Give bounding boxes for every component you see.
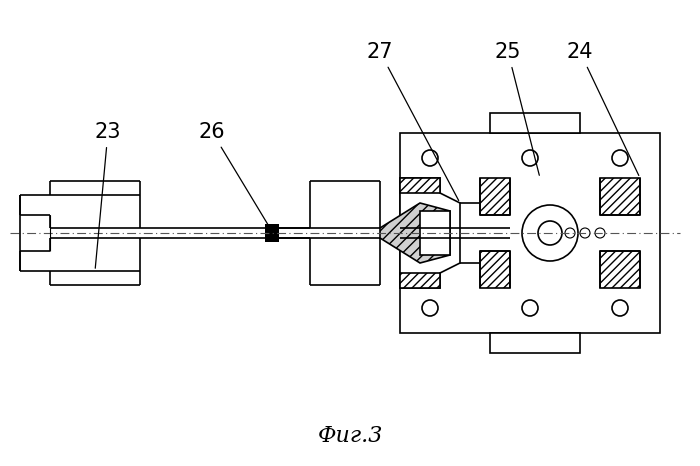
- Circle shape: [565, 228, 575, 238]
- Bar: [490, 333, 580, 353]
- Circle shape: [580, 228, 590, 238]
- Polygon shape: [480, 178, 510, 215]
- Text: 25: 25: [495, 42, 539, 175]
- Bar: [265, 224, 279, 242]
- Bar: [400, 133, 660, 333]
- Circle shape: [522, 205, 578, 261]
- Polygon shape: [380, 203, 450, 263]
- Polygon shape: [400, 178, 460, 288]
- Text: Фиг.3: Фиг.3: [317, 425, 383, 447]
- Polygon shape: [400, 178, 440, 193]
- Text: 27: 27: [367, 42, 458, 200]
- Circle shape: [522, 300, 538, 316]
- Polygon shape: [420, 211, 450, 255]
- Circle shape: [612, 150, 628, 166]
- Circle shape: [538, 221, 562, 245]
- Polygon shape: [600, 251, 640, 288]
- Circle shape: [612, 300, 628, 316]
- Bar: [490, 113, 580, 133]
- Polygon shape: [480, 251, 510, 288]
- Circle shape: [422, 150, 438, 166]
- Polygon shape: [600, 178, 640, 215]
- Text: 24: 24: [567, 42, 639, 176]
- Text: 26: 26: [199, 122, 269, 226]
- Circle shape: [522, 150, 538, 166]
- Text: 23: 23: [94, 122, 121, 268]
- Circle shape: [422, 300, 438, 316]
- Polygon shape: [400, 273, 440, 288]
- Circle shape: [595, 228, 605, 238]
